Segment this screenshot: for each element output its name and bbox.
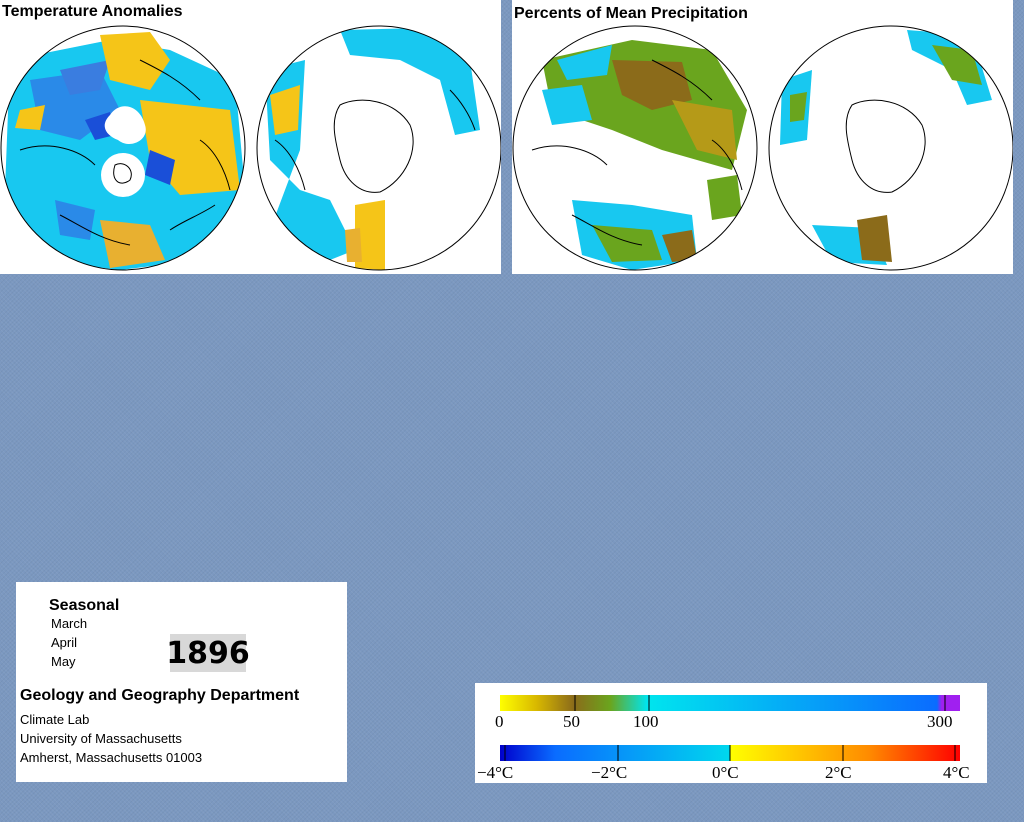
precip-tick-0: 0 [495,712,504,731]
precip-tick-100: 100 [633,712,659,731]
season-label: Seasonal [49,597,120,614]
precipitation-color-bar [500,695,960,711]
temperature-northern-hemisphere-map [1,26,245,270]
temperature-anomalies-panel: Temperature Anomalies [0,0,501,274]
precipitation-panel: Percents of Mean Precipitation [512,0,1013,274]
year-display: 1896 [166,634,250,672]
address: Amherst, Massachusetts 01003 [20,750,203,765]
department-name: Geology and Geography Department [20,687,300,704]
temp-tick-minus4: −4°C [477,763,513,782]
month-april: April [51,635,78,650]
temp-tick-2: 2°C [825,763,852,782]
precipitation-panel-title: Percents of Mean Precipitation [512,4,750,24]
precipitation-northern-hemisphere-map [513,26,757,270]
temperature-maps [0,25,501,271]
month-march: March [51,616,88,631]
precip-tick-300: 300 [927,712,953,731]
temperature-southern-hemisphere-map [257,26,501,270]
lab-name: Climate Lab [20,712,90,727]
info-box: Seasonal March April May 1896 Geology an… [16,582,347,782]
university-name: University of Massachusetts [20,731,182,746]
temp-tick-0: 0°C [712,763,739,782]
temperature-panel-title: Temperature Anomalies [0,2,185,22]
precipitation-maps [512,25,1013,271]
precipitation-southern-hemisphere-map [769,26,1013,270]
legend-svg: 0 50 100 300 −4°C −2°C 0°C 2°C 4°C [477,695,970,782]
month-may: May [51,654,76,669]
precip-tick-50: 50 [563,712,580,731]
temp-tick-minus2: −2°C [591,763,627,782]
legend-box: 0 50 100 300 −4°C −2°C 0°C 2°C 4°C [475,683,987,783]
temp-tick-4: 4°C [943,763,970,782]
